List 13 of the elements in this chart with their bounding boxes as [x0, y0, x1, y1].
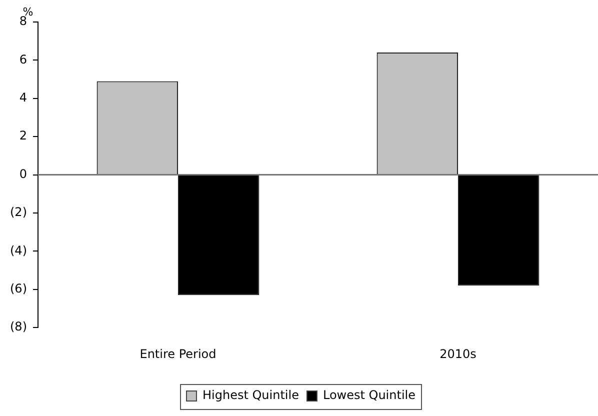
x-tick-label: 2010s — [440, 346, 476, 361]
y-tick-label: 8 — [19, 14, 27, 28]
y-tick-label: (2) — [10, 205, 27, 220]
x-tick-label: Entire Period — [140, 346, 216, 361]
y-tick-label: 4 — [19, 90, 27, 105]
y-tick-label: (8) — [10, 320, 27, 334]
y-tick-label: 6 — [19, 52, 27, 66]
y-tick-label: (4) — [10, 243, 27, 258]
y-tick-label: 0 — [19, 166, 27, 181]
legend-label: Lowest Quintile — [322, 388, 416, 402]
y-tick-label: 2 — [19, 128, 27, 143]
y-tick-label: (6) — [10, 282, 27, 296]
legend-label: Highest Quintile — [202, 388, 299, 402]
